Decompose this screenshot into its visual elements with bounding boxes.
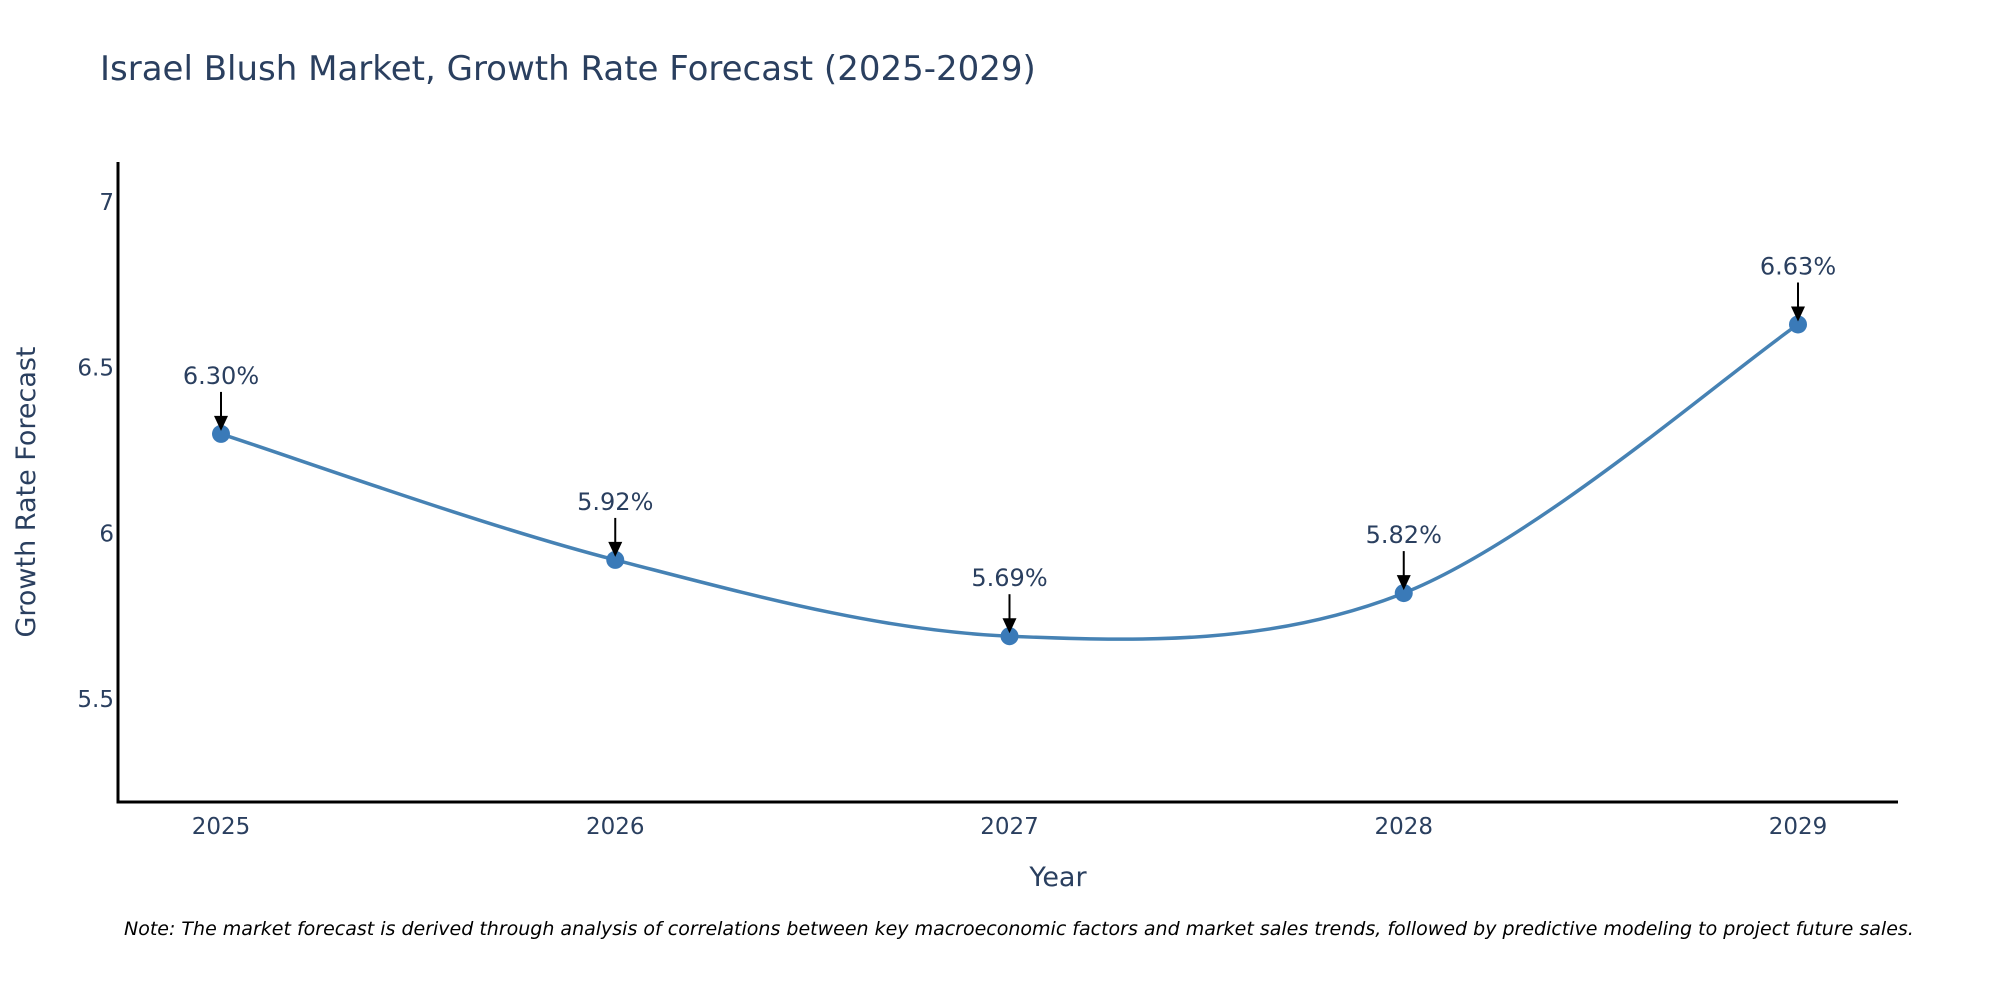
- data-point: [606, 550, 625, 569]
- data-point: [1394, 584, 1413, 603]
- data-markers: [212, 315, 1807, 646]
- x-tick-label: 2027: [980, 814, 1039, 840]
- data-label: 5.69%: [971, 564, 1047, 592]
- data-label: 5.92%: [577, 488, 653, 516]
- annotation-arrow-head: [608, 541, 623, 557]
- y-axis-title: Growth Rate Forecast: [11, 346, 42, 637]
- y-tick-label: 7: [99, 190, 114, 216]
- annotation-arrow-head: [1791, 306, 1805, 322]
- x-tick-label: 2028: [1374, 814, 1433, 840]
- y-tick-label: 6: [99, 521, 114, 547]
- annotation-arrow-head: [1396, 575, 1411, 591]
- data-label: 6.63%: [1760, 252, 1836, 280]
- chart-title: Israel Blush Market, Growth Rate Forecas…: [100, 49, 1036, 89]
- x-axis-ticks: 2025 2026 2027 2028 2029: [192, 814, 1828, 840]
- data-point: [1000, 627, 1019, 646]
- footnote: Note: The market forecast is derived thr…: [124, 918, 1914, 940]
- x-axis-title: Year: [1028, 862, 1087, 893]
- data-point: [212, 424, 230, 443]
- annotation-arrow-head: [214, 415, 228, 431]
- data-label: 5.82%: [1366, 521, 1442, 549]
- y-axis-ticks: 5.5 6 6.5 7: [77, 190, 114, 713]
- x-tick-label: 2026: [586, 814, 645, 840]
- annotation-arrow-head: [1002, 618, 1017, 634]
- x-tick-label: 2025: [192, 814, 251, 840]
- data-point: [1789, 315, 1807, 334]
- data-annotations: 6.30% 5.92% 5.69% 5.82% 6.63%: [183, 252, 1836, 634]
- x-tick-label: 2029: [1769, 814, 1828, 840]
- y-tick-label: 5.5: [77, 687, 114, 713]
- data-label: 6.30%: [183, 362, 259, 390]
- y-tick-label: 6.5: [77, 356, 114, 382]
